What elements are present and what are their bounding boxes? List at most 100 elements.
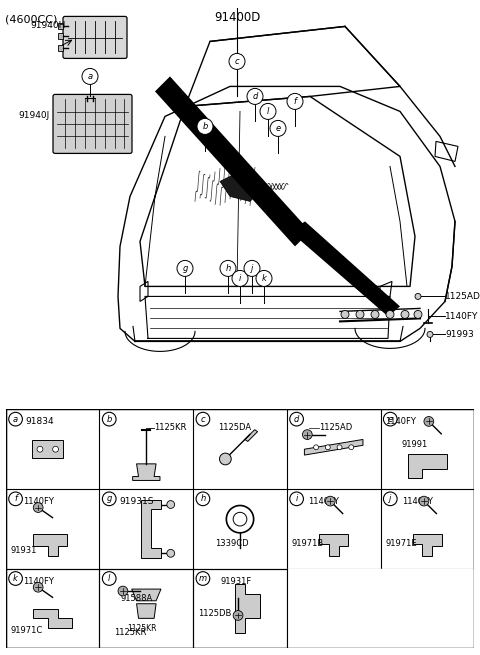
Text: g: g: [182, 264, 188, 273]
Text: 91991: 91991: [402, 440, 428, 449]
Polygon shape: [319, 534, 348, 556]
Text: h: h: [226, 264, 230, 273]
Circle shape: [196, 412, 210, 426]
Circle shape: [341, 310, 349, 318]
Text: 1140FY: 1140FY: [24, 497, 54, 506]
Circle shape: [427, 331, 433, 337]
Text: 1140FY: 1140FY: [445, 312, 479, 321]
Text: j: j: [251, 264, 253, 273]
Circle shape: [371, 310, 379, 318]
Text: 1140FY: 1140FY: [385, 417, 416, 426]
Circle shape: [270, 121, 286, 136]
Text: 91834: 91834: [25, 417, 54, 426]
Text: d: d: [252, 92, 258, 101]
Circle shape: [53, 446, 59, 452]
Bar: [58, 24, 63, 29]
Circle shape: [219, 453, 231, 465]
Polygon shape: [132, 589, 161, 601]
FancyBboxPatch shape: [63, 16, 127, 58]
Text: 91931S: 91931S: [119, 497, 154, 506]
Text: 1140FY: 1140FY: [24, 576, 54, 586]
Polygon shape: [33, 608, 72, 628]
Circle shape: [247, 88, 263, 104]
Text: j: j: [389, 495, 392, 503]
Text: 1140FY: 1140FY: [402, 497, 433, 506]
Bar: [32, 440, 63, 458]
Text: e: e: [276, 124, 281, 133]
Text: d: d: [294, 415, 300, 424]
Circle shape: [102, 492, 116, 506]
Circle shape: [37, 446, 43, 452]
Text: (4600CC): (4600CC): [5, 14, 58, 24]
Circle shape: [82, 68, 98, 84]
Circle shape: [118, 586, 128, 596]
Circle shape: [167, 500, 175, 508]
Circle shape: [177, 261, 193, 276]
Text: 91940H: 91940H: [30, 22, 65, 30]
Text: 1125DB: 1125DB: [198, 609, 231, 618]
Text: b: b: [202, 122, 208, 131]
Circle shape: [197, 119, 213, 134]
Text: 1125AD: 1125AD: [445, 292, 480, 301]
Text: 1125KR: 1125KR: [154, 423, 187, 432]
Polygon shape: [408, 454, 447, 479]
Polygon shape: [137, 604, 156, 618]
Text: 1339CD: 1339CD: [215, 539, 248, 548]
Text: 91993: 91993: [445, 330, 474, 339]
Polygon shape: [132, 464, 160, 481]
Circle shape: [196, 572, 210, 586]
Text: h: h: [200, 495, 205, 503]
FancyBboxPatch shape: [53, 94, 132, 153]
Text: 1125DA: 1125DA: [218, 423, 252, 432]
Circle shape: [220, 261, 236, 276]
Text: 1125KR: 1125KR: [114, 629, 146, 637]
Circle shape: [290, 412, 303, 426]
Circle shape: [302, 430, 312, 440]
Text: 91931F: 91931F: [220, 576, 252, 586]
Circle shape: [415, 293, 421, 299]
Circle shape: [232, 271, 248, 286]
Circle shape: [313, 445, 319, 450]
Circle shape: [167, 550, 175, 557]
Text: c: c: [201, 415, 205, 424]
Text: b: b: [107, 415, 112, 424]
Circle shape: [233, 610, 243, 620]
Text: a: a: [13, 415, 18, 424]
Circle shape: [196, 492, 210, 506]
Bar: [58, 33, 63, 39]
Text: a: a: [87, 72, 93, 81]
Text: k: k: [13, 574, 18, 583]
Text: 91971E: 91971E: [385, 539, 417, 548]
Text: 91588A: 91588A: [121, 594, 153, 603]
Text: f: f: [14, 495, 17, 503]
Circle shape: [229, 54, 245, 69]
Bar: [58, 45, 63, 51]
Text: 91971C: 91971C: [11, 626, 43, 635]
Text: 91400D: 91400D: [214, 11, 260, 24]
Circle shape: [244, 261, 260, 276]
Circle shape: [419, 496, 429, 506]
Polygon shape: [142, 500, 161, 558]
Circle shape: [290, 492, 303, 506]
Polygon shape: [220, 172, 260, 202]
Text: m: m: [199, 574, 207, 583]
Text: 1125KR: 1125KR: [127, 624, 156, 633]
Circle shape: [260, 103, 276, 119]
Polygon shape: [235, 584, 260, 633]
Circle shape: [256, 271, 272, 286]
Text: i: i: [295, 495, 298, 503]
Circle shape: [325, 445, 330, 450]
Polygon shape: [304, 440, 363, 455]
Text: 91931: 91931: [11, 546, 37, 555]
Circle shape: [356, 310, 364, 318]
Circle shape: [9, 412, 23, 426]
Circle shape: [33, 502, 43, 512]
Circle shape: [337, 445, 342, 450]
Text: 1125AD: 1125AD: [319, 423, 352, 432]
Text: g: g: [107, 495, 112, 503]
Text: f: f: [293, 97, 297, 106]
Polygon shape: [155, 77, 310, 246]
Circle shape: [287, 94, 303, 109]
Text: l: l: [108, 574, 110, 583]
Text: e: e: [388, 415, 393, 424]
